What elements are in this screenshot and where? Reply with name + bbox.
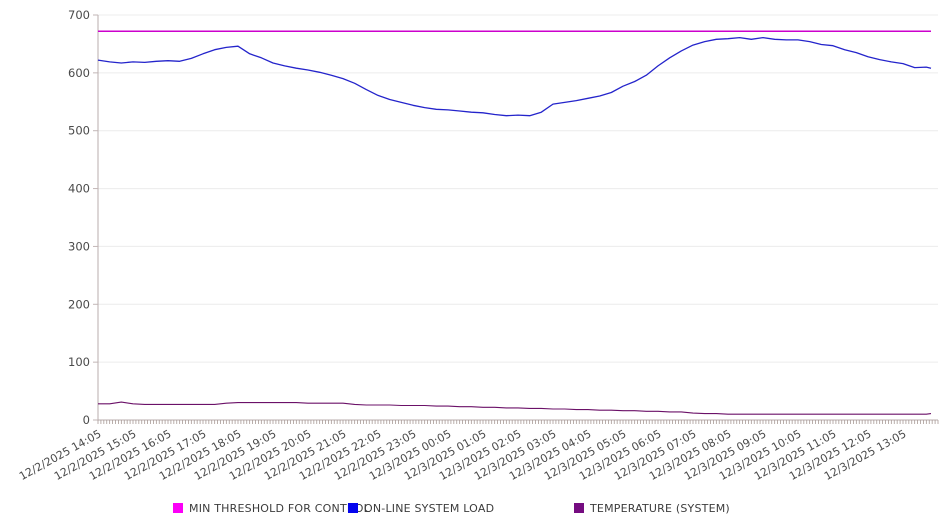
y-tick-label-0: 0 — [83, 413, 90, 427]
y-tick-label-400: 400 — [68, 182, 90, 196]
y-tick-label-500: 500 — [68, 124, 90, 138]
y-tick-label-200: 200 — [68, 297, 90, 311]
y-tick-label-100: 100 — [68, 355, 90, 369]
legend-swatch-min-threshold — [173, 503, 183, 513]
y-tick-label-600: 600 — [68, 66, 90, 80]
legend-label-min-threshold: MIN THRESHOLD FOR CONTROL — [189, 501, 370, 515]
series-line-2 — [98, 401, 932, 415]
legend-label-temperature-system: TEMPERATURE (SYSTEM) — [590, 501, 730, 515]
series-line-1 — [97, 36, 932, 117]
legend-swatch-online-system-load — [348, 503, 358, 513]
legend-item-min-threshold: MIN THRESHOLD FOR CONTROL — [173, 501, 370, 515]
y-tick-label-700: 700 — [68, 8, 90, 22]
legend-swatch-temperature-system — [574, 503, 584, 513]
chart-legend: MIN THRESHOLD FOR CONTROL ON-LINE SYSTEM… — [0, 501, 946, 517]
legend-label-online-system-load: ON-LINE SYSTEM LOAD — [364, 501, 495, 515]
legend-item-temperature-system: TEMPERATURE (SYSTEM) — [574, 501, 730, 515]
y-tick-label-300: 300 — [68, 239, 90, 253]
legend-item-online-system-load: ON-LINE SYSTEM LOAD — [348, 501, 494, 515]
